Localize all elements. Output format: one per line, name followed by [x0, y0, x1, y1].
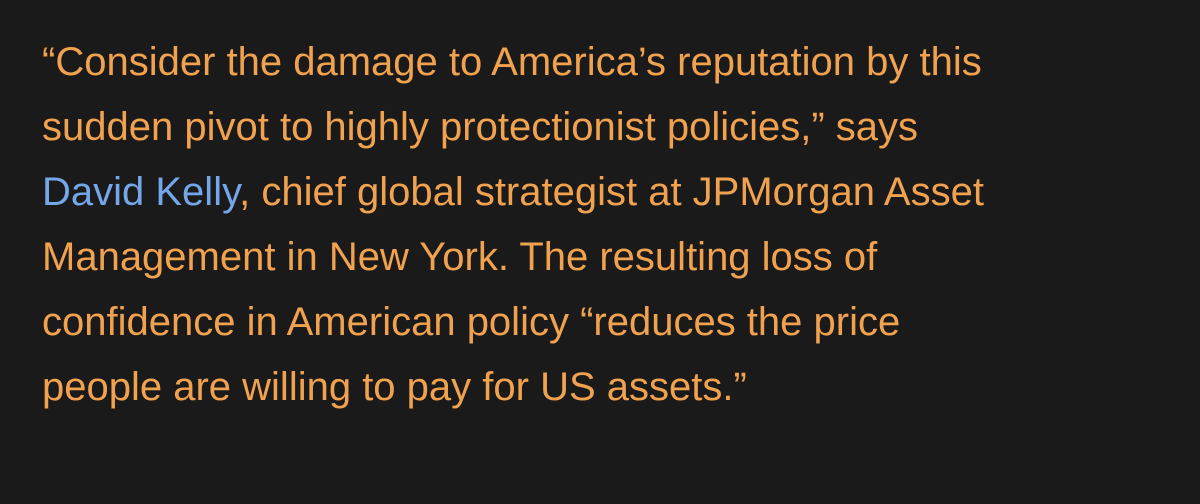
text-line: Management in New York. The resulting lo… — [42, 235, 878, 279]
quote-paragraph: “Consider the damage to America’s reputa… — [42, 30, 1182, 420]
text-line: people are willing to pay for US assets.… — [42, 365, 747, 409]
text-segment: , chief global strategist at JPMorgan As… — [239, 170, 984, 214]
text-line: “Consider the damage to America’s reputa… — [42, 40, 982, 84]
text-line: confidence in American policy “reduces t… — [42, 300, 901, 344]
person-link[interactable]: David Kelly — [42, 170, 240, 214]
text-line: sudden pivot to highly protectionist pol… — [42, 105, 919, 149]
text-line: David Kelly, chief global strategist at … — [42, 160, 1182, 225]
